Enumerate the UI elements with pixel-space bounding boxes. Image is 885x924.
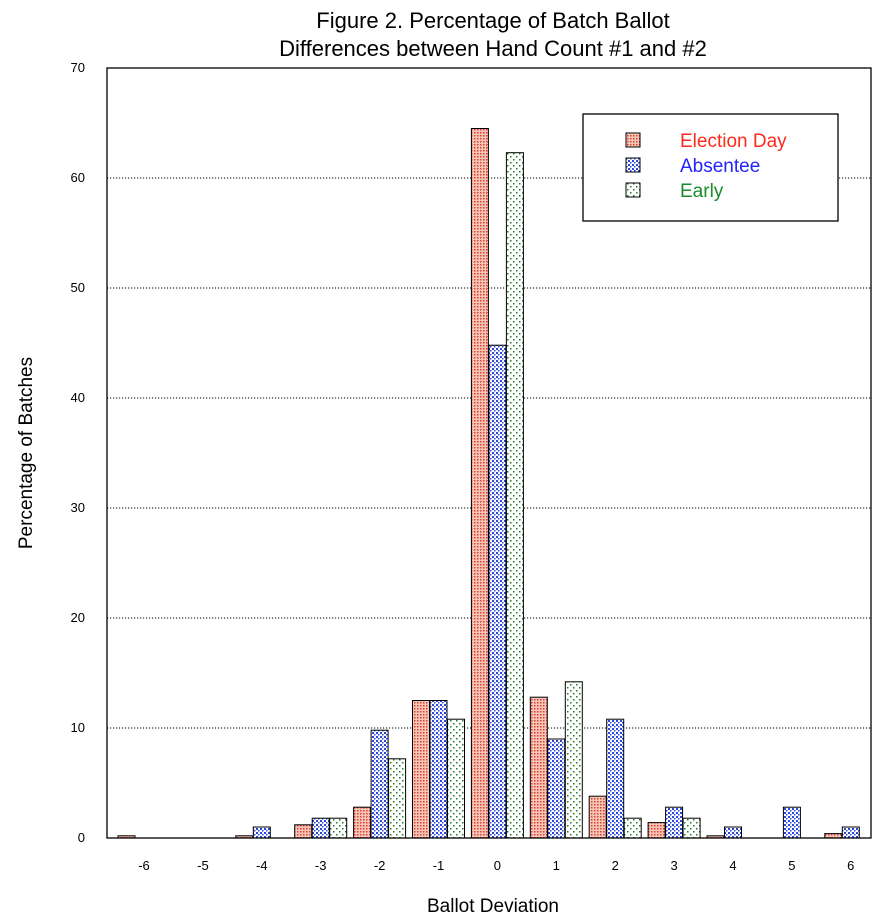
x-tick-label: -4 bbox=[256, 858, 268, 873]
bar-early bbox=[623, 817, 642, 839]
bar-absentee bbox=[370, 729, 389, 839]
x-tick-label: -2 bbox=[374, 858, 386, 873]
chart-title-line-1: Figure 2. Percentage of Batch Ballot bbox=[316, 8, 669, 33]
bar-election-day bbox=[529, 696, 548, 839]
bar-absentee bbox=[606, 718, 625, 839]
legend-label: Absentee bbox=[680, 156, 760, 177]
x-axis: -6 -5 -4 -3 -2 -1 0 1 2 3 4 5 6 bbox=[138, 858, 854, 873]
x-tick-label: 3 bbox=[670, 858, 677, 873]
x-tick-label: 2 bbox=[612, 858, 619, 873]
bar-absentee bbox=[311, 817, 330, 839]
y-axis-label: Percentage of Batches bbox=[16, 357, 37, 549]
x-tick-label: -1 bbox=[433, 858, 445, 873]
x-tick-label: -3 bbox=[315, 858, 327, 873]
bar-absentee bbox=[252, 826, 271, 839]
x-axis-label: Ballot Deviation bbox=[427, 896, 559, 917]
bar-early bbox=[388, 758, 407, 839]
bar-early bbox=[447, 718, 465, 839]
bar-election-day bbox=[647, 822, 666, 839]
x-tick-label: 1 bbox=[553, 858, 560, 873]
legend-swatch bbox=[625, 182, 641, 198]
x-tick-label: -5 bbox=[197, 858, 209, 873]
bars bbox=[117, 128, 860, 839]
y-tick-label: 70 bbox=[71, 60, 85, 75]
y-tick-label: 60 bbox=[71, 170, 85, 185]
y-tick-label: 0 bbox=[78, 830, 85, 845]
bar-early bbox=[505, 152, 524, 839]
x-tick-label: 0 bbox=[494, 858, 501, 873]
legend-swatch bbox=[625, 132, 641, 148]
bar-absentee bbox=[429, 700, 448, 839]
bar-election-day bbox=[470, 128, 489, 839]
bar-absentee bbox=[665, 806, 684, 839]
legend: Election Day Absentee Early bbox=[582, 113, 839, 222]
x-tick-label: -6 bbox=[138, 858, 150, 873]
y-tick-label: 20 bbox=[71, 610, 85, 625]
bar-early bbox=[682, 817, 701, 839]
y-tick-label: 10 bbox=[71, 720, 85, 735]
bar-absentee bbox=[782, 806, 801, 839]
bar-election-day bbox=[294, 824, 313, 839]
y-tick-label: 40 bbox=[71, 390, 85, 405]
bar-election-day bbox=[824, 833, 843, 839]
bar-absentee bbox=[724, 826, 742, 839]
plot-frame bbox=[106, 67, 872, 839]
y-tick-label: 50 bbox=[71, 280, 85, 295]
bar-absentee bbox=[488, 344, 507, 839]
legend-swatch bbox=[625, 157, 641, 173]
bar-election-day bbox=[412, 700, 430, 839]
chart-title-line-2: Differences between Hand Count #1 and #2 bbox=[279, 36, 707, 61]
legend-label: Election Day bbox=[680, 131, 787, 152]
bar-early bbox=[329, 817, 348, 839]
legend-label: Early bbox=[680, 181, 724, 202]
bar-absentee bbox=[841, 826, 860, 839]
bar-election-day bbox=[588, 795, 607, 839]
x-tick-label: 6 bbox=[847, 858, 854, 873]
bar-absentee bbox=[547, 738, 566, 839]
y-tick-label: 30 bbox=[71, 500, 85, 515]
x-tick-label: 5 bbox=[788, 858, 795, 873]
bar-election-day bbox=[353, 806, 372, 839]
y-axis: 0 10 20 30 40 50 60 70 bbox=[71, 60, 85, 845]
bar-early bbox=[564, 681, 583, 839]
x-tick-label: 4 bbox=[729, 858, 736, 873]
